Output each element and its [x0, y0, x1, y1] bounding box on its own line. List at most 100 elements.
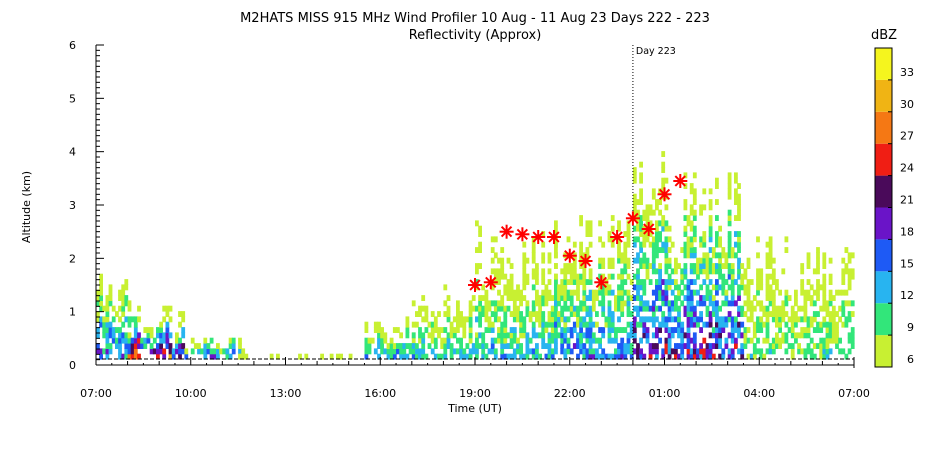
echo-cell [639, 263, 643, 269]
echo-cell [800, 284, 805, 291]
echo-cell [667, 305, 672, 312]
echo-cell [569, 295, 574, 301]
echo-cell [658, 220, 662, 227]
echo-cell [727, 241, 732, 248]
echo-cell [121, 332, 126, 339]
echo-cell [800, 305, 805, 312]
echo-cell [566, 295, 571, 301]
echo-cell [765, 295, 770, 301]
echo-cell [569, 300, 574, 307]
echo-cell [850, 311, 855, 317]
echo-cell [519, 289, 523, 296]
echo-cell [133, 348, 138, 355]
echo-cell [718, 284, 722, 291]
echo-cell [547, 348, 552, 355]
echo-cell [812, 300, 817, 307]
echo-cell [152, 337, 157, 344]
echo-cell [569, 279, 574, 285]
echo-cell [655, 241, 659, 248]
echo-cell [730, 252, 735, 259]
echo-cell [405, 327, 410, 333]
echo-cell [601, 289, 606, 296]
echo-cell [512, 311, 517, 317]
echo-cell [209, 348, 214, 355]
echo-cell [667, 247, 672, 253]
echo-cell [632, 177, 637, 184]
echo-cell [702, 279, 707, 285]
echo-cell [771, 316, 776, 323]
echo-cell [711, 295, 716, 301]
echo-cell [497, 257, 501, 264]
echo-cell [585, 332, 590, 339]
echo-cell [809, 316, 814, 323]
echo-cell [380, 348, 384, 355]
echo-cell [481, 295, 486, 301]
echo-cell [418, 311, 422, 317]
echo-cell [588, 268, 593, 275]
echo-cell [632, 327, 637, 333]
echo-cell [219, 348, 223, 355]
echo-cell [493, 268, 498, 275]
echo-cell [604, 321, 609, 328]
echo-cell [585, 225, 590, 232]
echo-cell [430, 337, 435, 344]
echo-cell [550, 327, 555, 333]
echo-cell [582, 268, 587, 275]
echo-cell [216, 343, 220, 349]
echo-cell [680, 273, 685, 280]
echo-cell [658, 188, 662, 195]
echo-cell [756, 279, 760, 285]
echo-cell [566, 316, 571, 323]
echo-cell [392, 348, 397, 355]
echo-cell [614, 353, 618, 360]
echo-cell [560, 279, 565, 285]
echo-cell [803, 305, 808, 312]
echo-cell [639, 193, 643, 200]
echo-cell [645, 236, 650, 243]
echo-cell [377, 343, 381, 349]
echo-cell [708, 263, 713, 269]
echo-cell [554, 305, 558, 312]
echo-cell [566, 279, 571, 285]
echo-cell [708, 268, 713, 275]
echo-cell [784, 332, 789, 339]
echo-cell [554, 332, 558, 339]
echo-cell [610, 241, 615, 248]
echo-cell [560, 332, 565, 339]
echo-cell [708, 321, 713, 328]
echo-cell [734, 215, 738, 221]
echo-cell [427, 321, 432, 328]
echo-cell [822, 273, 827, 280]
echo-cell [746, 279, 751, 285]
echo-cell [468, 353, 473, 360]
echo-cell [708, 311, 713, 317]
echo-cell [655, 353, 659, 360]
echo-cell [579, 343, 583, 349]
echo-cell [522, 295, 527, 301]
echo-cell [711, 305, 716, 312]
echo-cell [705, 348, 710, 355]
echo-cell [171, 348, 176, 355]
echo-cell [692, 172, 697, 179]
echo-cell [806, 332, 811, 339]
echo-cell [683, 225, 688, 232]
echo-cell [535, 279, 539, 285]
echo-cell [162, 305, 167, 312]
echo-cell [506, 295, 511, 301]
echo-cell [519, 295, 523, 301]
echo-cell [516, 295, 520, 301]
echo-cell [481, 305, 486, 312]
colorbar-segment [875, 111, 892, 144]
echo-cell [642, 236, 647, 243]
echo-cell [655, 316, 659, 323]
marker-stroke [548, 231, 560, 243]
echo-cell [781, 305, 786, 312]
y-tick-label: 5 [69, 92, 76, 105]
echo-cell [364, 348, 369, 355]
echo-cell [497, 327, 501, 333]
echo-cell [778, 321, 782, 328]
echo-cell [572, 241, 577, 248]
echo-cell [699, 284, 703, 291]
echo-cell [588, 305, 593, 312]
echo-cell [715, 311, 719, 317]
